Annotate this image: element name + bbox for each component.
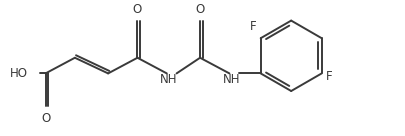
Text: F: F — [326, 70, 332, 83]
Text: O: O — [196, 3, 205, 16]
Text: O: O — [41, 112, 50, 125]
Text: NH: NH — [160, 73, 177, 86]
Text: O: O — [133, 3, 142, 16]
Text: F: F — [250, 20, 257, 33]
Text: NH: NH — [223, 73, 240, 86]
Text: HO: HO — [10, 67, 28, 80]
